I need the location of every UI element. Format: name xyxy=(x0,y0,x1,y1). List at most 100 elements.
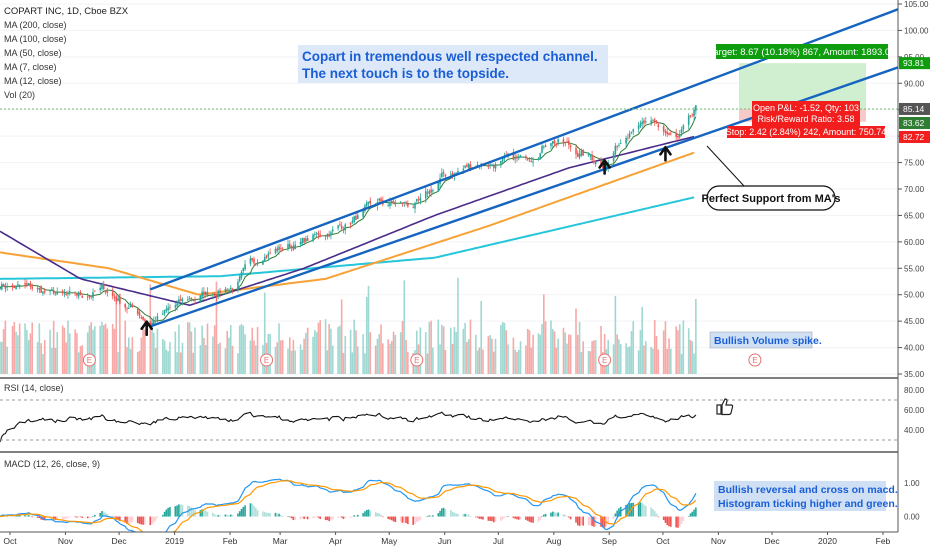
support-callout[interactable]: Perfect Support from MA's xyxy=(702,145,841,211)
candle-body xyxy=(269,252,271,254)
volume-bar xyxy=(593,340,595,374)
volume-bar xyxy=(161,338,164,374)
volume-bar xyxy=(657,349,660,374)
volume-bar xyxy=(349,329,352,374)
macd-hist-bar xyxy=(403,516,406,523)
macd-hist-bar xyxy=(163,511,166,517)
volume-bar xyxy=(124,320,127,374)
time-tick-labels: Oct Nov Dec 2019 Feb Mar Apr May Jun Jul Aug Sep Oct… xyxy=(3,532,891,546)
rsi-label: RSI (14, close) xyxy=(4,383,64,393)
macd-hist-bar xyxy=(501,516,504,520)
macd-hist-bar xyxy=(442,507,445,517)
candle-body xyxy=(695,105,697,112)
macd-hist-bar xyxy=(576,516,579,526)
candle-body xyxy=(0,284,3,290)
macd-hist-bar xyxy=(176,505,178,517)
macd-hist-bar xyxy=(378,513,381,517)
macd-note: Histogram ticking higher and green. xyxy=(718,498,898,510)
time-tick-label: Dec xyxy=(112,536,128,546)
macd-hist-bar xyxy=(190,507,193,517)
macd-hist-bar xyxy=(142,516,144,525)
volume-bar xyxy=(439,344,441,374)
macd-hist-bar xyxy=(288,516,291,518)
macd-hist-bar xyxy=(541,516,543,518)
macd-hist-bar xyxy=(364,511,366,517)
macd-hist-bar xyxy=(331,516,334,520)
volume-bar xyxy=(17,335,19,374)
candle-body xyxy=(324,235,327,237)
candle-body xyxy=(405,202,407,204)
macd-hist-bar xyxy=(625,504,627,517)
macd-hist-bar xyxy=(256,510,259,517)
volume-bar xyxy=(537,333,540,374)
volume-bar xyxy=(113,328,116,374)
macd-hist-bar xyxy=(356,514,359,517)
volume-bar xyxy=(0,342,3,374)
volume-bar xyxy=(228,337,230,374)
candle-body xyxy=(24,283,26,285)
macd-hist-bar xyxy=(204,510,207,517)
macd-hist-bar xyxy=(517,516,520,520)
macd-hist-bar xyxy=(505,516,508,518)
volume-bar xyxy=(330,328,332,374)
candle-body xyxy=(367,201,370,204)
macd-hist-bar xyxy=(326,516,329,521)
candle-body xyxy=(553,140,556,144)
volume-bar xyxy=(153,332,155,374)
volume-bar xyxy=(695,299,697,374)
macd-hist-bar xyxy=(265,512,268,517)
volume-bar xyxy=(144,329,146,374)
macd-hist-bar xyxy=(181,504,184,517)
channel-annotation[interactable]: Copart in tremendous well respected chan… xyxy=(298,45,608,83)
macd-hist-bar xyxy=(532,516,534,523)
time-axis[interactable] xyxy=(0,531,932,550)
volume-bar xyxy=(517,349,520,374)
macd-hist-bar xyxy=(550,512,552,517)
volume-bar xyxy=(94,326,96,374)
macd-hist-bar xyxy=(407,516,409,525)
volume-bar xyxy=(92,329,94,374)
candle-body xyxy=(693,109,695,117)
volume-bar xyxy=(314,330,316,374)
candle-body xyxy=(4,285,7,289)
macd-hist-bar xyxy=(138,516,141,524)
macd-hist-bar xyxy=(353,515,355,517)
volume-bar xyxy=(505,330,508,374)
volume-annotation[interactable]: Bullish Volume spike. xyxy=(709,331,822,349)
candle-body xyxy=(664,130,667,133)
price-tick-label: 100.00 xyxy=(904,26,929,35)
position-labels[interactable]: Target: 8.67 (10.18%) 867, Amount: 1893.… xyxy=(709,44,896,138)
price-axis[interactable] xyxy=(897,0,932,532)
macd-hist-bar xyxy=(328,516,330,522)
macd-hist-bar xyxy=(179,504,182,517)
macd-hist-bar xyxy=(430,515,432,517)
macd-hist-bar xyxy=(129,516,132,523)
time-tick-label: Jul xyxy=(493,536,504,546)
macd-hist-bar xyxy=(467,514,470,517)
volume-bar xyxy=(31,322,34,374)
macd-hist-bar xyxy=(276,513,279,517)
candle-body xyxy=(281,248,284,250)
macd-hist-bar xyxy=(226,514,228,517)
ma-50-line xyxy=(0,135,695,307)
volume-bar xyxy=(627,347,629,374)
macd-hist-bar xyxy=(566,515,568,517)
macd-hist-bar xyxy=(88,516,91,519)
volume-bar xyxy=(204,345,207,374)
volume-bar xyxy=(691,341,694,374)
candle-body xyxy=(199,295,202,302)
macd-hist-bar xyxy=(269,513,271,517)
candle-body xyxy=(469,164,472,168)
target-label-bg xyxy=(716,44,888,59)
volume-bar xyxy=(568,334,570,374)
volume-bar xyxy=(61,325,64,374)
macd-hist-bar xyxy=(491,516,493,522)
macd-hist-bar xyxy=(340,516,343,518)
candle-body xyxy=(267,253,270,257)
candle-body xyxy=(63,293,66,295)
macd-hist-bar xyxy=(115,516,118,520)
macd-hist-bar xyxy=(482,516,484,520)
macd-annotation[interactable]: Bullish reversal and cross on macd. Hist… xyxy=(714,481,898,511)
